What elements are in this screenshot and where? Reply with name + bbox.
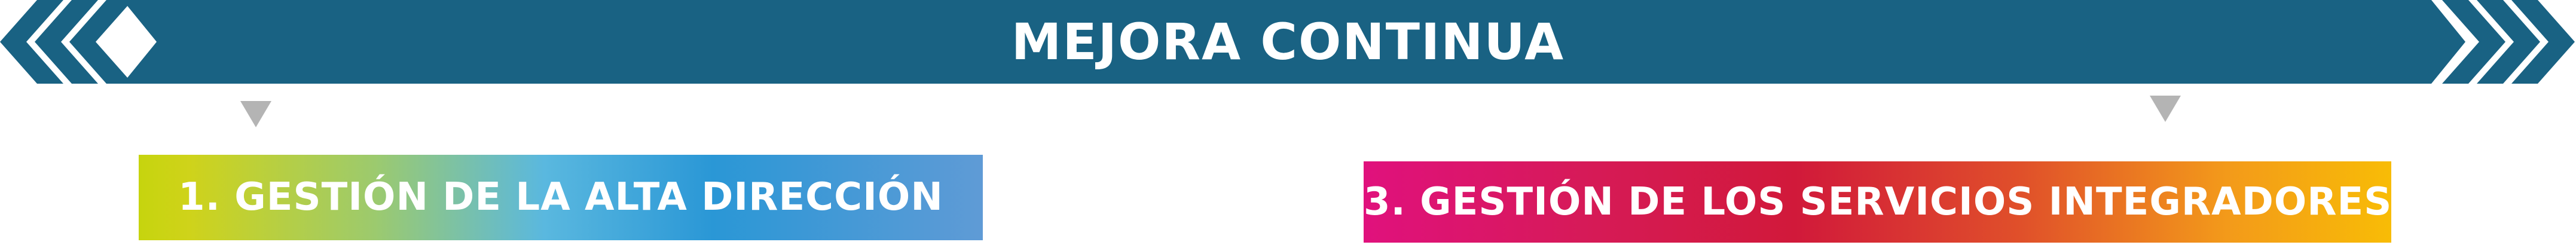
banner-shape xyxy=(0,0,2575,84)
banner-title: MEJORA CONTINUA xyxy=(1011,13,1565,71)
triple-chevron-right-icon xyxy=(2442,0,2575,84)
process-box-top-management: 1. GESTIÓN DE LA ALTA DIRECCIÓN xyxy=(139,155,983,240)
process-box-integrating-services-label: 3. GESTIÓN DE LOS SERVICIOS INTEGRADORES xyxy=(1364,180,2392,224)
triple-chevron-left-icon xyxy=(0,0,133,84)
process-box-top-management-label: 1. GESTIÓN DE LA ALTA DIRECCIÓN xyxy=(178,175,943,219)
process-box-integrating-services: 3. GESTIÓN DE LOS SERVICIOS INTEGRADORES xyxy=(1364,161,2391,243)
banner-body xyxy=(123,0,2465,84)
continuous-improvement-banner: MEJORA CONTINUA xyxy=(0,0,2576,84)
triangle-down-icon xyxy=(240,101,271,127)
triangle-down-icon xyxy=(2150,96,2181,122)
